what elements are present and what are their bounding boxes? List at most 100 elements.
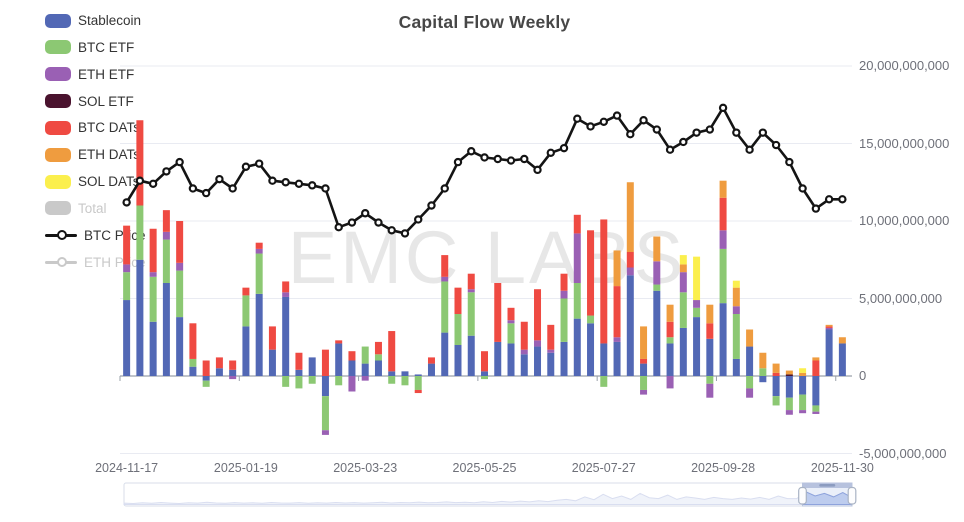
legend-item-total[interactable]: Total bbox=[45, 199, 107, 217]
bar-segment-btc-dats bbox=[176, 221, 184, 263]
bar-segment-stablecoin bbox=[587, 323, 595, 376]
bar-segment-eth-dats bbox=[759, 352, 767, 369]
legend-item-eth-etf[interactable]: ETH ETF bbox=[45, 65, 134, 83]
bar-segment-btc-dats bbox=[507, 307, 515, 321]
bar-segment-btc-dats bbox=[321, 349, 329, 376]
legend-swatch-icon bbox=[45, 174, 71, 189]
bar-segment-stablecoin bbox=[520, 354, 528, 376]
bar-segment-sol-dats bbox=[799, 368, 807, 373]
bar-segment-btc-etf bbox=[454, 314, 462, 345]
x-axis-label: 2024-11-17 bbox=[95, 461, 159, 475]
bar-segment-btc-dats bbox=[825, 326, 833, 328]
bar-segment-btc-dats bbox=[494, 283, 502, 342]
bar-segment-stablecoin bbox=[799, 376, 807, 395]
datazoom-handle-right[interactable] bbox=[847, 486, 857, 505]
bar-segment-btc-etf bbox=[162, 239, 170, 283]
bar-segment-eth-dats bbox=[799, 372, 807, 376]
legend-item-label: Total bbox=[78, 200, 107, 216]
legend-item-eth-dats[interactable]: ETH DATs bbox=[45, 146, 140, 164]
bar-segment-eth-etf bbox=[321, 430, 329, 435]
datazoom-slider[interactable] bbox=[123, 482, 857, 507]
btc-price-marker bbox=[679, 137, 688, 147]
bar-segment-btc-etf bbox=[785, 397, 793, 411]
bar-segment-btc-dats bbox=[162, 210, 170, 232]
bar-segment-stablecoin bbox=[414, 374, 422, 376]
bar-segment-eth-etf bbox=[706, 383, 714, 398]
bar-segment-btc-etf bbox=[176, 270, 184, 318]
bar-segment-stablecoin bbox=[706, 338, 714, 376]
chart-title: Capital Flow Weekly bbox=[398, 12, 571, 32]
legend-item-sol-dats[interactable]: SOL DATs bbox=[45, 173, 140, 191]
legend-line-icon bbox=[45, 255, 77, 269]
legend-item-eth-price[interactable]: ETH Price bbox=[45, 253, 146, 271]
bar-segment-btc-etf bbox=[799, 394, 807, 411]
bar-segment-btc-etf bbox=[401, 376, 409, 386]
bar-segment-eth-etf bbox=[507, 320, 515, 324]
bar-segment-eth-etf bbox=[162, 231, 170, 240]
bar-segment-btc-dats bbox=[613, 286, 621, 338]
bar-segment-sol-dats bbox=[693, 256, 701, 301]
legend-item-label: SOL DATs bbox=[78, 174, 140, 190]
legend-item-label: BTC ETF bbox=[78, 39, 135, 55]
bar-segment-stablecoin bbox=[812, 376, 820, 406]
y-axis-label: 5,000,000,000 bbox=[859, 290, 943, 306]
legend-item-btc-etf[interactable]: BTC ETF bbox=[45, 38, 134, 56]
bar-segment-btc-etf bbox=[374, 354, 382, 361]
bar-segment-eth-etf bbox=[785, 410, 793, 415]
bar-segment-btc-dats bbox=[454, 287, 462, 314]
legend-item-stablecoin[interactable]: Stablecoin bbox=[45, 12, 141, 30]
bar-segment-btc-dats bbox=[335, 340, 343, 344]
legend-item-btc-dats[interactable]: BTC DATs bbox=[45, 119, 140, 137]
legend-item-sol-etf[interactable]: SOL ETF bbox=[45, 92, 134, 110]
btc-price-marker bbox=[254, 159, 264, 168]
bar-segment-sol-dats bbox=[732, 280, 740, 288]
bar-segment-eth-etf bbox=[282, 292, 290, 297]
bar-segment-eth-dats bbox=[653, 236, 661, 262]
bar-segment-stablecoin bbox=[361, 363, 369, 376]
btc-price-marker bbox=[374, 218, 383, 227]
datazoom-handle-left[interactable] bbox=[798, 486, 807, 505]
legend-line-marker bbox=[57, 230, 67, 241]
btc-price-marker bbox=[824, 195, 834, 204]
bar-segment-btc-dats bbox=[215, 357, 223, 369]
bar-segment-stablecoin bbox=[640, 363, 648, 376]
bar-segment-eth-etf bbox=[732, 306, 740, 314]
bar-segment-btc-etf bbox=[666, 337, 674, 344]
bar-segment-eth-dats bbox=[613, 250, 621, 287]
bar-segment-btc-etf bbox=[560, 298, 568, 342]
btc-price-marker bbox=[692, 128, 701, 137]
bar-segment-stablecoin bbox=[242, 326, 250, 376]
btc-price-marker bbox=[639, 116, 648, 125]
btc-price-line bbox=[125, 106, 843, 235]
bar-segment-btc-dats bbox=[229, 360, 237, 370]
bar-segment-btc-etf bbox=[202, 380, 210, 387]
legend-item-btc-price[interactable]: BTC Price bbox=[45, 226, 146, 244]
bar-segment-btc-etf bbox=[772, 396, 780, 406]
bar-segment-stablecoin bbox=[732, 358, 740, 376]
bar-segment-stablecoin bbox=[825, 329, 833, 376]
bar-segment-stablecoin bbox=[162, 283, 170, 376]
btc-price-marker bbox=[838, 195, 847, 204]
bar-segment-eth-etf bbox=[123, 264, 131, 273]
bar-segment-eth-etf bbox=[666, 376, 674, 389]
legend-line-marker bbox=[57, 257, 67, 268]
bar-segment-btc-etf bbox=[467, 292, 475, 336]
bar-segment-btc-etf bbox=[587, 315, 595, 324]
legend: Stablecoin BTC ETF ETH ETF SOL ETF BTC DATs E… bbox=[0, 0, 180, 280]
bar-segment-btc-etf bbox=[719, 248, 727, 304]
bar-segment-eth-dats bbox=[679, 264, 687, 273]
btc-price-marker bbox=[400, 229, 410, 238]
bar-segment-btc-etf bbox=[679, 292, 687, 328]
bar-segment-btc-dats bbox=[282, 281, 290, 293]
bar-segment-btc-etf bbox=[321, 396, 329, 431]
btc-price-marker bbox=[321, 184, 330, 193]
y-axis-label: 20,000,000,000 bbox=[859, 58, 950, 73]
bar-segment-btc-dats bbox=[189, 323, 197, 359]
bar-segment-btc-dats bbox=[772, 372, 780, 376]
x-axis-label: 2025-05-25 bbox=[452, 461, 517, 475]
btc-price-marker bbox=[175, 157, 184, 167]
bar-segment-btc-etf bbox=[441, 281, 449, 333]
bar-segment-btc-dats bbox=[388, 331, 396, 372]
x-axis-label: 2025-11-30 bbox=[810, 461, 874, 475]
bar-segment-btc-dats bbox=[255, 242, 263, 249]
